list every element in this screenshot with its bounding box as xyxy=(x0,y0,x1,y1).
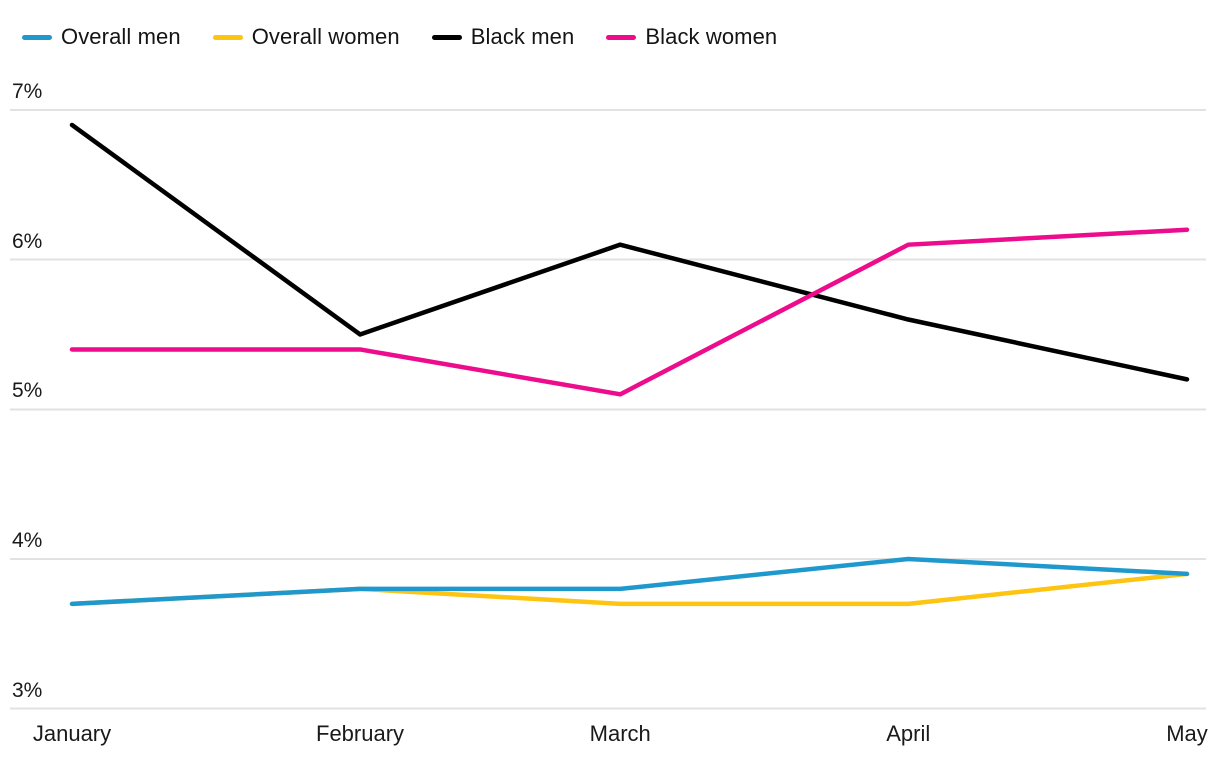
legend-item-label: Overall men xyxy=(61,24,181,49)
legend-item-label: Black men xyxy=(470,24,575,49)
legend-swatch-icon xyxy=(431,34,462,40)
y-axis-label-7-: 7% xyxy=(12,80,43,103)
series-line-black-men xyxy=(69,122,1190,382)
x-axis-label-february: February xyxy=(316,721,405,746)
legend-swatch-icon xyxy=(22,34,52,40)
legend-item-black-women: Black women xyxy=(606,24,777,50)
legend-item-overall-men: Overall men xyxy=(22,24,181,50)
x-axis-label-march: March xyxy=(589,721,651,746)
legend-item-overall-women: Overall women xyxy=(212,24,400,50)
legend-item-label: Black women xyxy=(645,24,778,49)
series-line-black-women xyxy=(69,227,1190,397)
legend-item-black-men: Black men xyxy=(431,24,575,50)
y-axis-label-3-: 3% xyxy=(12,678,43,702)
y-axis-label-4-: 4% xyxy=(12,528,43,552)
x-axis-label-may: May xyxy=(1166,721,1208,746)
y-axis-label-5-: 5% xyxy=(12,379,43,403)
legend-swatch-icon xyxy=(212,34,243,40)
chart-legend: Overall men Overall women Black men Black w… xyxy=(22,24,777,50)
y-axis-label-6-: 6% xyxy=(12,229,43,253)
x-axis-label-january: January xyxy=(32,721,112,746)
series-line-overall-men xyxy=(69,556,1190,607)
legend-swatch-icon xyxy=(606,34,637,40)
legend-item-label: Overall women xyxy=(251,24,400,49)
x-axis-label-april: April xyxy=(886,721,931,746)
